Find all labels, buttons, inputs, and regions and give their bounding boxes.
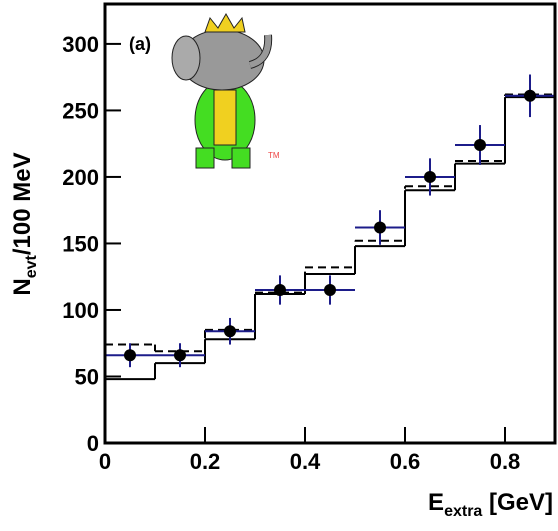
trademark: TM [268, 151, 280, 160]
x-axis-label: Eextra [GeV] [428, 489, 553, 520]
x-tick-label: 0.6 [390, 449, 421, 474]
y-label-sub: evt [23, 254, 40, 278]
y-tick-label: 150 [62, 231, 99, 256]
x-tick-label: 0.2 [190, 449, 221, 474]
x-label-rest: [GeV] [482, 489, 553, 516]
x-label-main: E [428, 489, 444, 516]
plot-frame [103, 2, 557, 445]
data-point [174, 349, 186, 362]
y-tick-label: 250 [62, 98, 99, 123]
data-point [124, 349, 136, 362]
y-tick-label: 0 [87, 431, 99, 456]
data-point [274, 284, 286, 297]
y-label-main: N [9, 278, 36, 295]
y-axis-label: Nevt/100 MeV [9, 152, 40, 295]
y-tick-label: 100 [62, 298, 99, 323]
data-point [324, 284, 336, 297]
x-tick-label: 0 [99, 449, 111, 474]
data-point [424, 170, 436, 183]
y-tick-label: 200 [62, 165, 99, 190]
x-tick-label: 0.8 [490, 449, 521, 474]
data-point [524, 89, 536, 102]
x-label-sub: extra [444, 503, 482, 520]
data-point [374, 221, 386, 234]
y-tick-label: 300 [62, 32, 99, 57]
y-label-rest: /100 MeV [9, 152, 36, 255]
mascot-logo [171, 12, 273, 169]
data-point [224, 325, 236, 338]
data-point [474, 139, 486, 152]
panel-label: (a) [129, 34, 151, 54]
x-tick-label: 0.4 [290, 449, 321, 474]
y-tick-label: 50 [75, 364, 99, 389]
